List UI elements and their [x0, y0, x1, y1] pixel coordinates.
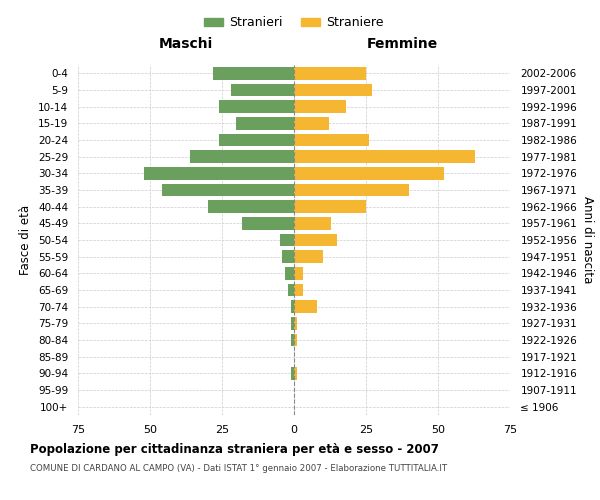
Bar	[286, 267, 294, 280]
Bar	[294, 300, 317, 313]
Bar	[280, 234, 294, 246]
Bar	[294, 317, 297, 330]
Bar	[294, 250, 323, 263]
Bar	[219, 134, 294, 146]
Bar	[291, 334, 294, 346]
Y-axis label: Anni di nascita: Anni di nascita	[581, 196, 594, 284]
Bar	[294, 150, 475, 163]
Bar	[283, 250, 294, 263]
Bar	[291, 367, 294, 380]
Bar	[208, 200, 294, 213]
Y-axis label: Fasce di età: Fasce di età	[19, 205, 32, 275]
Legend: Stranieri, Straniere: Stranieri, Straniere	[199, 11, 389, 34]
Bar	[190, 150, 294, 163]
Bar	[294, 284, 302, 296]
Bar	[294, 217, 331, 230]
Bar	[288, 284, 294, 296]
Bar	[294, 184, 409, 196]
Text: COMUNE DI CARDANO AL CAMPO (VA) - Dati ISTAT 1° gennaio 2007 - Elaborazione TUTT: COMUNE DI CARDANO AL CAMPO (VA) - Dati I…	[30, 464, 447, 473]
Bar	[294, 234, 337, 246]
Bar	[294, 367, 297, 380]
Bar	[214, 67, 294, 80]
Bar	[236, 117, 294, 130]
Bar	[294, 200, 366, 213]
Bar	[242, 217, 294, 230]
Text: Maschi: Maschi	[159, 37, 213, 51]
Bar	[294, 117, 329, 130]
Bar	[294, 84, 372, 96]
Bar	[294, 67, 366, 80]
Bar	[291, 317, 294, 330]
Bar	[294, 134, 369, 146]
Bar	[144, 167, 294, 179]
Bar	[294, 167, 444, 179]
Text: Femmine: Femmine	[367, 37, 437, 51]
Bar	[294, 100, 346, 113]
Bar	[219, 100, 294, 113]
Bar	[230, 84, 294, 96]
Bar	[291, 300, 294, 313]
Bar	[294, 267, 302, 280]
Bar	[161, 184, 294, 196]
Bar	[294, 334, 297, 346]
Text: Popolazione per cittadinanza straniera per età e sesso - 2007: Popolazione per cittadinanza straniera p…	[30, 442, 439, 456]
